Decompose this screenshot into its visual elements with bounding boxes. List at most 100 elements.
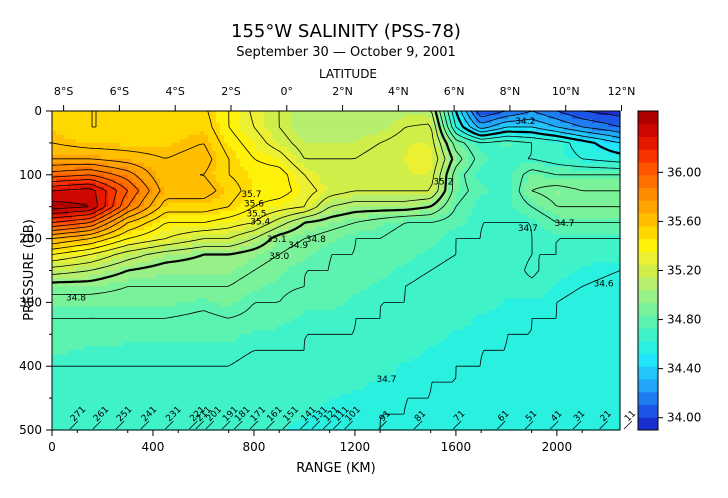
salinity-cell <box>396 242 401 248</box>
salinity-cell <box>572 246 577 252</box>
salinity-cell <box>564 126 569 132</box>
salinity-cell <box>220 154 225 160</box>
salinity-cell <box>312 162 317 168</box>
salinity-cell <box>492 206 497 212</box>
salinity-cell <box>64 138 69 144</box>
salinity-cell <box>124 238 129 244</box>
salinity-cell <box>272 206 277 212</box>
salinity-cell <box>52 154 57 160</box>
salinity-cell <box>552 186 557 192</box>
salinity-cell <box>380 142 385 148</box>
salinity-cell <box>176 166 181 172</box>
salinity-cell <box>132 126 137 132</box>
salinity-cell <box>508 234 513 240</box>
salinity-cell <box>188 122 193 128</box>
salinity-cell <box>348 162 353 168</box>
salinity-cell <box>244 166 249 172</box>
salinity-cell <box>592 138 597 144</box>
salinity-cell <box>612 238 617 244</box>
salinity-cell <box>144 146 149 152</box>
salinity-cell <box>536 210 541 216</box>
salinity-cell <box>184 182 189 188</box>
salinity-cell <box>156 154 161 160</box>
salinity-cell <box>244 162 249 168</box>
salinity-cell <box>240 118 245 124</box>
salinity-cell <box>68 246 73 252</box>
salinity-cell <box>520 186 525 192</box>
salinity-cell <box>432 114 437 120</box>
salinity-cell <box>424 114 429 120</box>
salinity-cell <box>588 214 593 220</box>
salinity-cell <box>336 174 341 180</box>
salinity-cell <box>328 122 333 128</box>
salinity-cell <box>328 150 333 156</box>
salinity-cell <box>564 210 569 216</box>
salinity-cell <box>464 218 469 224</box>
salinity-cell <box>592 218 597 224</box>
salinity-cell <box>420 162 425 168</box>
salinity-cell <box>72 170 77 176</box>
salinity-cell <box>332 118 337 124</box>
salinity-cell <box>92 206 97 212</box>
salinity-cell <box>448 130 453 136</box>
salinity-cell <box>220 146 225 152</box>
salinity-cell <box>84 182 89 188</box>
salinity-cell <box>420 242 425 248</box>
salinity-cell <box>304 114 309 120</box>
salinity-cell <box>468 162 473 168</box>
salinity-cell <box>476 182 481 188</box>
salinity-cell <box>248 190 253 196</box>
salinity-cell <box>552 194 557 200</box>
salinity-cell <box>476 206 481 212</box>
salinity-cell <box>104 190 109 196</box>
salinity-cell <box>200 230 205 236</box>
salinity-cell <box>356 174 361 180</box>
salinity-cell <box>484 134 489 140</box>
salinity-cell <box>472 218 477 224</box>
salinity-cell <box>152 230 157 236</box>
salinity-cell <box>392 150 397 156</box>
salinity-cell <box>176 111 181 116</box>
salinity-cell <box>292 114 297 120</box>
salinity-cell <box>452 210 457 216</box>
salinity-cell <box>536 170 541 176</box>
salinity-cell <box>52 238 57 244</box>
salinity-cell <box>168 238 173 244</box>
salinity-cell <box>316 166 321 172</box>
salinity-cell <box>180 126 185 132</box>
salinity-cell <box>540 174 545 180</box>
salinity-cell <box>368 158 373 164</box>
salinity-cell <box>376 111 381 116</box>
salinity-cell <box>480 114 485 120</box>
salinity-cell <box>128 142 133 148</box>
salinity-cell <box>180 170 185 176</box>
salinity-cell <box>368 246 373 252</box>
salinity-cell <box>332 238 337 244</box>
salinity-cell <box>616 198 621 204</box>
salinity-cell <box>320 218 325 224</box>
salinity-cell <box>480 186 485 192</box>
salinity-cell <box>408 122 413 128</box>
salinity-cell <box>104 238 109 244</box>
salinity-cell <box>276 158 281 164</box>
salinity-cell <box>128 222 133 228</box>
salinity-cell <box>260 114 265 120</box>
salinity-cell <box>292 158 297 164</box>
salinity-cell <box>104 194 109 200</box>
salinity-cell <box>448 178 453 184</box>
salinity-cell <box>528 178 533 184</box>
salinity-cell <box>208 198 213 204</box>
salinity-cell <box>280 126 285 132</box>
salinity-cell <box>100 230 105 236</box>
salinity-cell <box>316 134 321 140</box>
salinity-cell <box>384 170 389 176</box>
salinity-cell <box>612 111 617 116</box>
salinity-cell <box>348 134 353 140</box>
salinity-cell <box>216 190 221 196</box>
salinity-cell <box>420 186 425 192</box>
salinity-cell <box>328 158 333 164</box>
salinity-cell <box>460 242 465 248</box>
salinity-cell <box>224 206 229 212</box>
salinity-cell <box>372 150 377 156</box>
salinity-cell <box>324 111 329 116</box>
